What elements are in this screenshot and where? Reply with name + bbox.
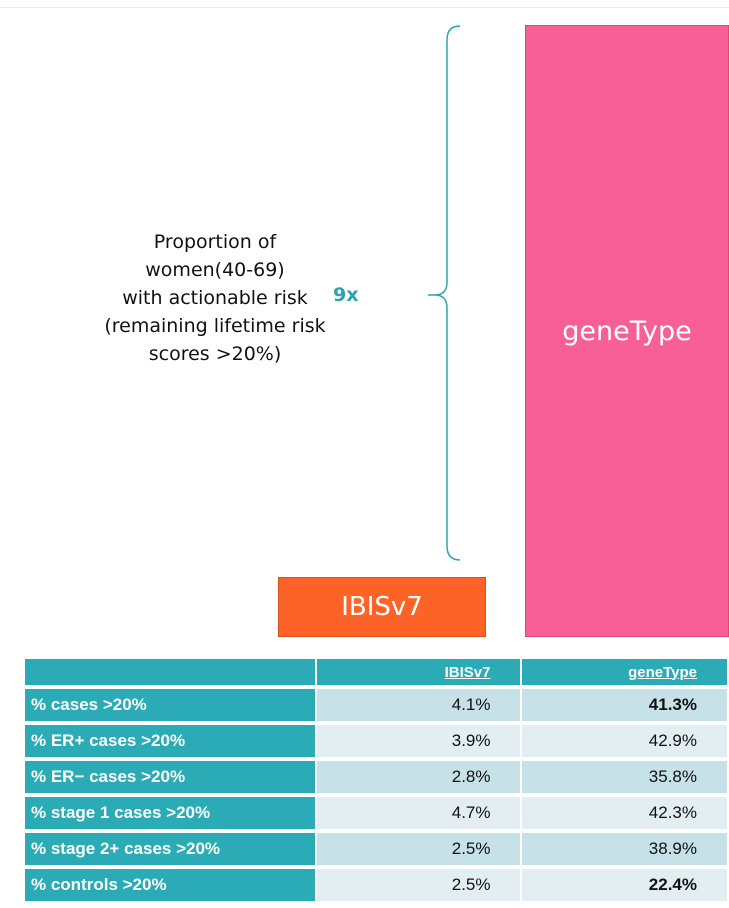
row-label: % ER− cases >20% (25, 761, 315, 793)
value-cell: 42.9% (522, 725, 727, 757)
row-label: % cases >20% (25, 689, 315, 721)
description-line: Proportion of (153, 231, 277, 253)
value-cell: 42.3% (522, 797, 727, 829)
decor (0, 7, 729, 561)
ratio: 9x (333, 284, 359, 306)
row-label: % stage 2+ cases >20% (25, 833, 315, 865)
results-table: IBISv7 geneType % cases >20% 4.1% 41.3% % E… (23, 655, 729, 905)
table-row: % stage 2+ cases >20% 2.5% 38.9% (25, 833, 727, 865)
value-cell: 2.8% (316, 761, 521, 793)
table-row: % controls >20% 2.5% 22.4% (25, 869, 727, 901)
row-label: % ER+ cases >20% (25, 725, 315, 757)
description-line: scores >20%) (148, 343, 282, 365)
header-cell (25, 659, 315, 685)
ibis-box: IBISv7 (278, 577, 486, 637)
value-cell: 22.4% (522, 869, 727, 901)
table-row: % stage 1 cases >20% 4.7% 42.3% (25, 797, 727, 829)
table-row: % ER− cases >20% 2.8% 35.8% (25, 761, 727, 793)
value-cell: 3.9% (316, 725, 521, 757)
header-cell: IBISv7 (316, 659, 521, 685)
header-row: IBISv7 geneType (25, 659, 727, 685)
description-line: women(40-69) (145, 259, 285, 281)
table-row: % cases >20% 4.1% 41.3% (25, 689, 727, 721)
description-line: (remaining lifetime risk (104, 315, 326, 337)
row-label: % controls >20% (25, 869, 315, 901)
description-line: with actionable risk (122, 287, 308, 309)
genetype-box: geneType (525, 25, 729, 637)
value-cell: 35.8% (522, 761, 727, 793)
value-cell: 41.3% (522, 689, 727, 721)
row-label: % stage 1 cases >20% (25, 797, 315, 829)
value-cell: 4.1% (316, 689, 521, 721)
table-row: % ER+ cases >20% 3.9% 42.9% (25, 725, 727, 757)
description: Proportion of women(40-69) with actionab… (40, 228, 390, 368)
value-cell: 2.5% (316, 833, 521, 865)
value-cell: 2.5% (316, 869, 521, 901)
header-cell: geneType (522, 659, 727, 685)
value-cell: 4.7% (316, 797, 521, 829)
bracket (428, 25, 461, 561)
value-cell: 38.9% (522, 833, 727, 865)
